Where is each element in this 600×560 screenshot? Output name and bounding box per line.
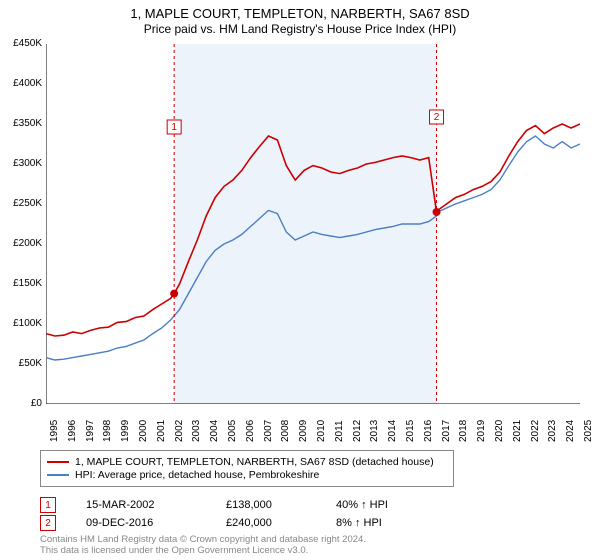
x-tick-label: 2017 [441, 420, 452, 442]
marker-price: £138,000 [226, 499, 336, 511]
svg-text:2: 2 [434, 112, 440, 123]
y-tick-label: £400K [0, 78, 42, 89]
legend-swatch-icon [47, 474, 69, 476]
x-tick-label: 2019 [476, 420, 487, 442]
marker-table: 1 15-MAR-2002 £138,000 40% ↑ HPI 2 09-DE… [40, 496, 446, 532]
chart-plot-area: 12 [46, 44, 580, 404]
y-tick-label: £200K [0, 238, 42, 249]
x-tick-label: 2016 [423, 420, 434, 442]
marker-date: 15-MAR-2002 [86, 499, 226, 511]
chart-title-desc: Price paid vs. HM Land Registry's House … [0, 22, 600, 36]
x-tick-label: 2001 [156, 420, 167, 442]
y-tick-label: £100K [0, 318, 42, 329]
marker-date: 09-DEC-2016 [86, 517, 226, 529]
x-tick-label: 2011 [334, 420, 345, 442]
x-tick-label: 2025 [583, 420, 594, 442]
marker-number-box: 2 [40, 515, 56, 531]
x-tick-label: 2006 [245, 420, 256, 442]
legend-item: HPI: Average price, detached house, Pemb… [47, 469, 447, 481]
y-tick-label: £50K [0, 358, 42, 369]
marker-pct: 8% ↑ HPI [336, 517, 446, 529]
x-tick-label: 2021 [512, 420, 523, 442]
x-tick-label: 2007 [263, 420, 274, 442]
marker-row: 1 15-MAR-2002 £138,000 40% ↑ HPI [40, 496, 446, 514]
x-tick-label: 2012 [352, 420, 363, 442]
y-tick-label: £300K [0, 158, 42, 169]
legend-swatch-icon [47, 461, 69, 463]
x-tick-label: 2015 [405, 420, 416, 442]
x-tick-label: 2013 [369, 420, 380, 442]
x-tick-label: 2018 [458, 420, 469, 442]
marker-pct: 40% ↑ HPI [336, 499, 446, 511]
chart-svg: 12 [46, 44, 580, 404]
x-tick-label: 1998 [102, 420, 113, 442]
x-tick-label: 2000 [138, 420, 149, 442]
x-tick-label: 2023 [547, 420, 558, 442]
legend-label: HPI: Average price, detached house, Pemb… [75, 469, 319, 481]
x-tick-label: 2024 [565, 420, 576, 442]
legend-label: 1, MAPLE COURT, TEMPLETON, NARBERTH, SA6… [75, 456, 434, 468]
footnote: Contains HM Land Registry data © Crown c… [40, 535, 366, 557]
x-tick-label: 2002 [174, 420, 185, 442]
y-tick-label: £150K [0, 278, 42, 289]
x-tick-label: 2020 [494, 420, 505, 442]
x-tick-label: 2004 [209, 420, 220, 442]
y-tick-label: £250K [0, 198, 42, 209]
x-tick-label: 2009 [298, 420, 309, 442]
marker-price: £240,000 [226, 517, 336, 529]
marker-row: 2 09-DEC-2016 £240,000 8% ↑ HPI [40, 514, 446, 532]
marker-number-box: 1 [40, 497, 56, 513]
x-tick-label: 2022 [530, 420, 541, 442]
x-tick-label: 1999 [120, 420, 131, 442]
x-tick-label: 1996 [67, 420, 78, 442]
footnote-line: This data is licensed under the Open Gov… [40, 546, 366, 557]
x-tick-label: 2005 [227, 420, 238, 442]
x-axis-labels: 1995 1996 1997 1998 1999 2000 2001 2002 2003 2004… [46, 408, 580, 448]
x-tick-label: 2008 [280, 420, 291, 442]
y-tick-label: £350K [0, 118, 42, 129]
legend-item: 1, MAPLE COURT, TEMPLETON, NARBERTH, SA6… [47, 456, 447, 468]
legend-box: 1, MAPLE COURT, TEMPLETON, NARBERTH, SA6… [40, 450, 454, 487]
x-tick-label: 1995 [49, 420, 60, 442]
y-tick-label: £450K [0, 38, 42, 49]
x-tick-label: 1997 [85, 420, 96, 442]
chart-title-address: 1, MAPLE COURT, TEMPLETON, NARBERTH, SA6… [0, 6, 600, 21]
x-tick-label: 2014 [387, 420, 398, 442]
y-tick-label: £0 [0, 398, 42, 409]
svg-text:1: 1 [171, 122, 177, 133]
x-tick-label: 2003 [191, 420, 202, 442]
x-tick-label: 2010 [316, 420, 327, 442]
